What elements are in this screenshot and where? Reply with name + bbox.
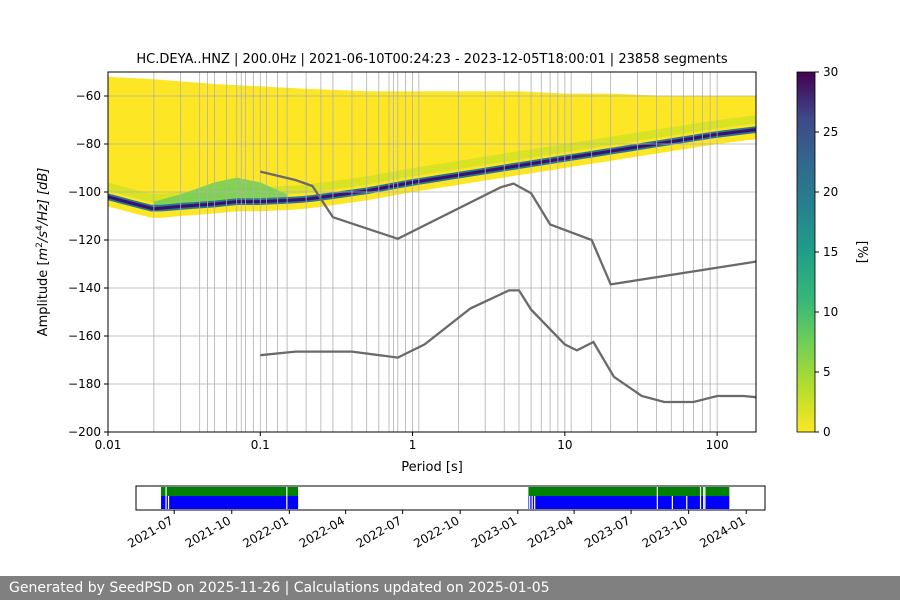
x-tick-label: 0.01 bbox=[95, 438, 122, 452]
noise-model-lines bbox=[260, 170, 756, 404]
timeline-frame bbox=[135, 485, 766, 511]
x-axis-label: Period [s] bbox=[401, 460, 463, 475]
x-tick-label: 0.1 bbox=[251, 438, 270, 452]
y-tick-label: −120 bbox=[68, 233, 101, 247]
x-tick-label: 100 bbox=[706, 438, 729, 452]
colorbar-tick-label: 10 bbox=[823, 305, 838, 319]
y-tick-label: −80 bbox=[76, 137, 101, 151]
density-region bbox=[108, 76, 756, 218]
y-tick-label: −160 bbox=[68, 329, 101, 343]
x-axis: 0.01 0.1 1 10 100 bbox=[95, 432, 729, 452]
colorbar-tick-label: 25 bbox=[823, 125, 838, 139]
timeline-tick-label: 2022-01 bbox=[240, 513, 290, 550]
timeline-tick-label: 2022-07 bbox=[354, 513, 404, 550]
colorbar-tick-label: 0 bbox=[823, 425, 831, 439]
timeline-tick-label: 2024-01 bbox=[697, 513, 747, 550]
colorbar bbox=[796, 71, 816, 433]
colorbar-tick-label: 30 bbox=[823, 65, 838, 79]
timeline-tick-label: 2021-07 bbox=[125, 513, 175, 550]
y-axis-label-prefix: Amplitude [ bbox=[36, 260, 51, 336]
colorbar-tick-label: 15 bbox=[823, 245, 838, 259]
y-tick-label: −140 bbox=[68, 281, 101, 295]
noise-model-high bbox=[260, 170, 756, 286]
y-axis-label-s: /s bbox=[36, 231, 51, 243]
chart-title: HC.DEYA..HNZ | 200.0Hz | 2021-06-10T00:2… bbox=[136, 52, 727, 67]
footer-bar: Generated by SeedPSD on 2025-11-26 | Cal… bbox=[0, 576, 900, 600]
colorbar-label: [%] bbox=[854, 241, 869, 264]
colorbar-tick-label: 20 bbox=[823, 185, 838, 199]
plot-frame bbox=[107, 71, 757, 433]
noise-model-low bbox=[260, 289, 756, 404]
y-axis-label-hz: /Hz] [dB] bbox=[36, 168, 51, 227]
availability-bar-green bbox=[528, 487, 730, 496]
availability-bar-blue bbox=[161, 496, 299, 509]
data-availability-timeline: 2021-07 2021-10 2022-01 2022-04 2022-07 2022-… bbox=[125, 485, 766, 551]
timeline-tick-label: 2022-10 bbox=[411, 513, 461, 550]
colorbar-ticks: 0 5 10 15 20 25 30 bbox=[815, 65, 838, 439]
y-axis-label-m: m bbox=[36, 248, 51, 261]
density-heatmap bbox=[108, 76, 756, 218]
availability-bar-blue bbox=[528, 496, 730, 509]
timeline-tick-label: 2023-07 bbox=[582, 513, 632, 550]
footer-text: Generated by SeedPSD on 2025-11-26 | Cal… bbox=[9, 580, 550, 596]
timeline-tick-label: 2021-10 bbox=[183, 513, 233, 550]
timeline-tick-label: 2023-01 bbox=[469, 513, 519, 550]
y-tick-label: −60 bbox=[76, 89, 101, 103]
y-axis-label-exp4: 4 bbox=[35, 225, 45, 231]
y-tick-label: −180 bbox=[68, 377, 101, 391]
grid-lines bbox=[108, 72, 756, 432]
x-tick-label: 10 bbox=[557, 438, 572, 452]
y-axis: −60 −80 −100 −120 −140 −160 −180 −200 bbox=[68, 89, 108, 439]
timeline-x-axis: 2021-07 2021-10 2022-01 2022-04 2022-07 2022-… bbox=[125, 510, 748, 551]
y-axis-label-exp2: 2 bbox=[35, 242, 45, 248]
y-axis-label: Amplitude [m2/s4/Hz] [dB] bbox=[35, 168, 51, 337]
timeline-tick-label: 2023-04 bbox=[525, 513, 575, 550]
x-tick-label: 1 bbox=[409, 438, 417, 452]
psd-plot-area bbox=[108, 72, 756, 432]
timeline-tick-label: 2023-10 bbox=[640, 513, 690, 550]
y-tick-label: −100 bbox=[68, 185, 101, 199]
availability-bars bbox=[161, 487, 730, 509]
timeline-tick-label: 2022-04 bbox=[297, 513, 347, 550]
colorbar-tick-label: 5 bbox=[823, 365, 831, 379]
density-band-upper bbox=[108, 115, 756, 203]
availability-bar-green bbox=[161, 487, 299, 496]
y-tick-label: −200 bbox=[68, 425, 101, 439]
